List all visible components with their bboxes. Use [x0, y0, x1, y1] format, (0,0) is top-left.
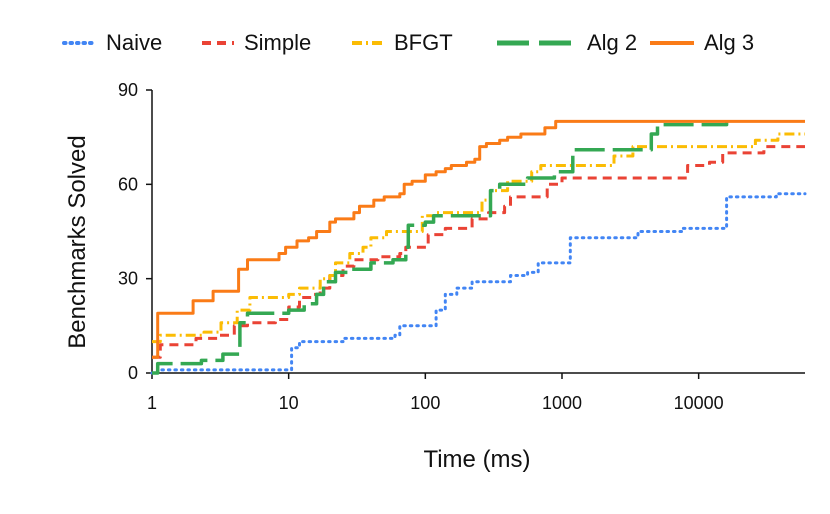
x-tick-label: 1000 — [542, 393, 582, 413]
series-line-naive — [150, 192, 807, 375]
series-line-alg-2 — [152, 121, 729, 375]
x-tick-label: 10 — [279, 393, 299, 413]
legend-item-simple: Simple — [200, 28, 311, 58]
legend-item-bfgt: BFGT — [350, 28, 453, 58]
legend-label-alg2: Alg 2 — [587, 30, 638, 55]
legend-swatch-alg3 — [650, 41, 694, 45]
y-tick-label: 90 — [118, 80, 138, 100]
legend-label-bfgt: BFGT — [394, 30, 453, 55]
legend-swatch-naive — [62, 41, 98, 45]
legend-swatch-alg2 — [497, 40, 577, 46]
legend-swatch-simple — [202, 41, 234, 45]
legend-label-simple: Simple — [244, 30, 312, 55]
x-tick-label: 10000 — [674, 393, 724, 413]
y-tick-label: 0 — [128, 363, 138, 383]
x-axis-title: Time (ms) — [423, 446, 530, 473]
series-layer — [150, 119, 807, 375]
legend-label-alg3: Alg 3 — [704, 30, 755, 55]
x-tick-label: 1 — [147, 393, 157, 413]
legend-item-alg2: Alg 2 — [495, 28, 637, 58]
series-line-simple — [152, 145, 805, 359]
legend-label-naive: Naive — [106, 30, 163, 55]
legend-swatch-bfgt — [352, 41, 384, 45]
legend-item-alg3: Alg 3 — [648, 28, 754, 58]
series-line-alg-3 — [152, 119, 805, 359]
series-line-bfgt — [152, 132, 805, 344]
legend-item-naive: Naive — [62, 28, 162, 58]
y-axis-title: Benchmarks Solved — [64, 135, 91, 348]
axes: 0 30 60 90 1 10 100 1000 10000 — [118, 80, 805, 413]
x-tick-label: 100 — [410, 393, 440, 413]
y-tick-label: 30 — [118, 269, 138, 289]
y-tick-label: 60 — [118, 174, 138, 194]
